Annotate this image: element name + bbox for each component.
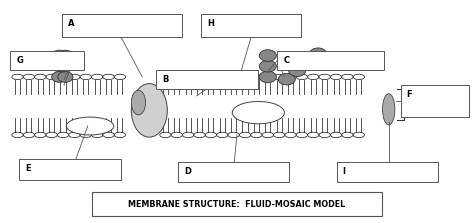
Circle shape — [228, 132, 239, 138]
Circle shape — [114, 74, 126, 80]
Circle shape — [217, 74, 228, 80]
Ellipse shape — [58, 72, 73, 82]
Ellipse shape — [58, 50, 73, 61]
Ellipse shape — [259, 71, 276, 83]
Circle shape — [319, 74, 330, 80]
FancyBboxPatch shape — [19, 159, 121, 180]
Circle shape — [239, 74, 251, 80]
Ellipse shape — [278, 73, 295, 85]
FancyBboxPatch shape — [401, 85, 469, 117]
Circle shape — [91, 132, 103, 138]
Circle shape — [194, 132, 205, 138]
Circle shape — [23, 132, 35, 138]
Circle shape — [182, 74, 194, 80]
Circle shape — [91, 74, 103, 80]
FancyBboxPatch shape — [92, 192, 382, 216]
Ellipse shape — [58, 61, 73, 72]
FancyBboxPatch shape — [277, 51, 384, 70]
Circle shape — [296, 132, 308, 138]
Text: I: I — [343, 167, 346, 176]
Circle shape — [251, 132, 262, 138]
Circle shape — [69, 132, 80, 138]
Circle shape — [330, 74, 342, 80]
Circle shape — [217, 132, 228, 138]
Circle shape — [12, 132, 23, 138]
Circle shape — [194, 74, 205, 80]
Circle shape — [46, 132, 57, 138]
FancyBboxPatch shape — [10, 51, 84, 70]
Text: F: F — [407, 90, 412, 99]
Text: D: D — [184, 167, 191, 176]
Ellipse shape — [299, 56, 316, 68]
Circle shape — [205, 132, 217, 138]
Circle shape — [251, 74, 262, 80]
FancyBboxPatch shape — [62, 14, 182, 37]
Ellipse shape — [52, 72, 67, 82]
Circle shape — [160, 132, 171, 138]
Text: C: C — [283, 56, 290, 65]
FancyBboxPatch shape — [178, 162, 289, 182]
Circle shape — [353, 74, 365, 80]
Circle shape — [330, 132, 342, 138]
Circle shape — [285, 74, 296, 80]
Ellipse shape — [289, 65, 306, 76]
Text: H: H — [208, 19, 215, 28]
Circle shape — [46, 74, 57, 80]
FancyBboxPatch shape — [156, 70, 258, 89]
Circle shape — [160, 74, 171, 80]
Circle shape — [342, 132, 353, 138]
Ellipse shape — [259, 60, 276, 72]
Ellipse shape — [310, 48, 327, 60]
Circle shape — [262, 74, 273, 80]
Circle shape — [171, 74, 182, 80]
Ellipse shape — [131, 90, 146, 115]
Circle shape — [69, 74, 80, 80]
Circle shape — [57, 74, 69, 80]
Circle shape — [114, 132, 126, 138]
Circle shape — [228, 74, 239, 80]
Ellipse shape — [131, 84, 167, 137]
Circle shape — [262, 132, 273, 138]
Circle shape — [342, 74, 353, 80]
Ellipse shape — [259, 50, 276, 61]
Circle shape — [308, 74, 319, 80]
Circle shape — [80, 132, 91, 138]
Circle shape — [273, 74, 285, 80]
Circle shape — [182, 132, 194, 138]
Circle shape — [12, 74, 23, 80]
Text: B: B — [163, 75, 169, 84]
Ellipse shape — [52, 50, 67, 61]
Ellipse shape — [52, 61, 67, 72]
Text: G: G — [17, 56, 24, 65]
Text: MEMBRANE STRUCTURE:  FLUID-MOSAIC MODEL: MEMBRANE STRUCTURE: FLUID-MOSAIC MODEL — [128, 200, 346, 209]
FancyBboxPatch shape — [201, 14, 301, 37]
Ellipse shape — [66, 117, 114, 135]
Ellipse shape — [232, 101, 284, 124]
Circle shape — [239, 132, 251, 138]
Text: A: A — [68, 19, 74, 28]
Circle shape — [285, 132, 296, 138]
Circle shape — [57, 132, 69, 138]
Circle shape — [273, 132, 285, 138]
Circle shape — [205, 74, 217, 80]
FancyBboxPatch shape — [337, 162, 438, 182]
Circle shape — [308, 132, 319, 138]
Circle shape — [353, 132, 365, 138]
Circle shape — [103, 132, 114, 138]
Circle shape — [35, 132, 46, 138]
Text: E: E — [25, 164, 31, 173]
Circle shape — [23, 74, 35, 80]
Circle shape — [319, 132, 330, 138]
Circle shape — [103, 74, 114, 80]
Circle shape — [80, 74, 91, 80]
Circle shape — [171, 132, 182, 138]
Circle shape — [296, 74, 308, 80]
Ellipse shape — [383, 94, 395, 125]
Circle shape — [35, 74, 46, 80]
